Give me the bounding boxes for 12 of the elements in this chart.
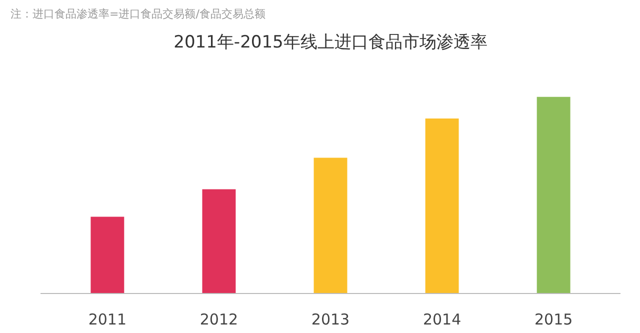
bar xyxy=(314,158,348,294)
bar xyxy=(425,118,459,294)
text: 注：进口食品渗透率=进口食品交易额/食品交易总额 xyxy=(10,8,266,20)
bar xyxy=(90,216,124,294)
x-tick-label: 2012 xyxy=(200,310,238,328)
chart-title: 2011年-2015年线上进口食品市场渗透率 xyxy=(174,32,488,52)
x-tick-label: 2015 xyxy=(534,310,573,328)
x-tick-label: 2014 xyxy=(422,310,462,328)
x-tick-label: 2013 xyxy=(311,310,350,328)
x-tick-label: 2011 xyxy=(88,310,127,328)
bar xyxy=(202,189,236,294)
bar xyxy=(536,96,570,294)
